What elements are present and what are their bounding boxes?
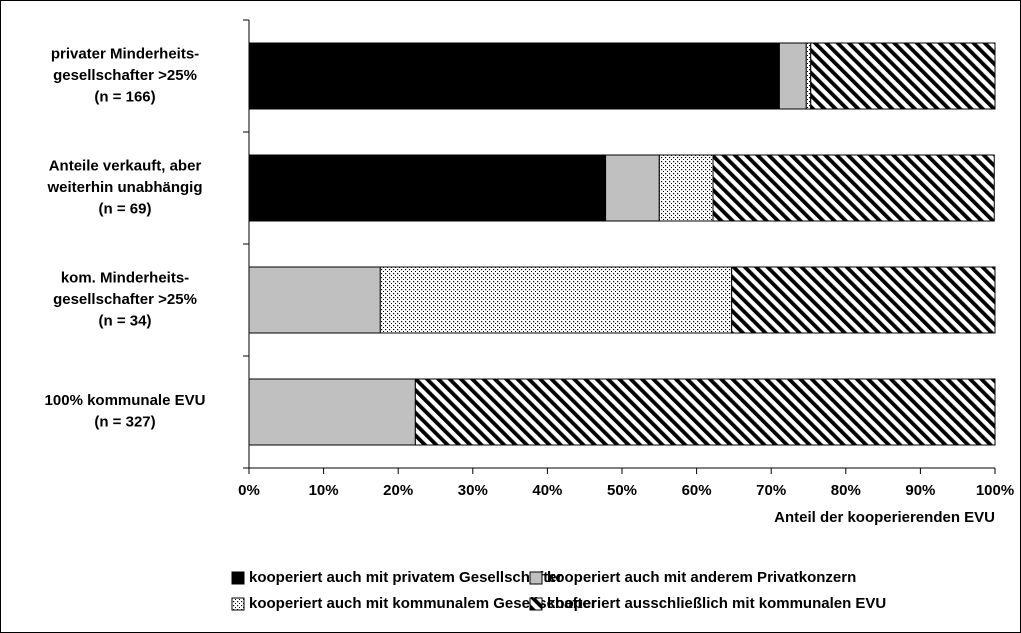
legend-swatch — [231, 571, 245, 585]
category-label: (n = 327) — [94, 414, 155, 431]
category-label: weiterhin unabhängig — [46, 179, 202, 196]
bar-segment — [605, 154, 660, 222]
x-tick-label: 60% — [682, 482, 712, 499]
category-label: privater Minderheits- — [51, 45, 199, 62]
x-tick-label: 20% — [383, 482, 413, 499]
bar-segment — [731, 266, 996, 334]
x-tick-label: 50% — [607, 482, 637, 499]
category-label: 100% kommunale EVU — [45, 392, 206, 409]
bar-segment — [248, 154, 607, 222]
x-tick-label: 70% — [756, 482, 786, 499]
bar-segment — [379, 266, 733, 334]
legend-label: kooperiert auch mit anderem Privatkonzer… — [547, 569, 856, 586]
legend-swatch — [529, 571, 543, 585]
x-tick-label: 30% — [458, 482, 488, 499]
bar-segment — [810, 42, 996, 110]
x-tick-label: 10% — [309, 482, 339, 499]
bar-segment — [658, 154, 714, 222]
category-label: (n = 34) — [99, 312, 152, 329]
x-tick-label: 90% — [905, 482, 935, 499]
bar-segment — [778, 42, 807, 110]
category-label: gesellschafter >25% — [53, 67, 197, 84]
category-label: kom. Minderheits- — [61, 269, 189, 286]
category-label: gesellschafter >25% — [53, 291, 197, 308]
bar-segment — [805, 42, 812, 110]
category-label: (n = 166) — [94, 88, 155, 105]
x-tick-label: 0% — [238, 482, 260, 499]
legend-label: kooperiert auch mit kommunalem Gesellsch… — [249, 595, 597, 612]
legend-label: kooperiert ausschließlich mit kommunalen… — [547, 595, 886, 612]
legend-swatch — [529, 597, 543, 611]
category-label: Anteile verkauft, aber — [49, 157, 202, 174]
x-tick-label: 100% — [976, 482, 1014, 499]
x-axis-title: Anteil der kooperierenden EVU — [774, 509, 995, 526]
x-tick-label: 40% — [532, 482, 562, 499]
category-label: (n = 69) — [99, 200, 152, 217]
bar-segment — [712, 154, 995, 222]
bar-segment — [414, 378, 996, 446]
bar-segment — [248, 378, 416, 446]
x-tick-label: 80% — [831, 482, 861, 499]
legend-label: kooperiert auch mit privatem Gesellschaf… — [249, 569, 563, 586]
bar-segment — [248, 42, 780, 110]
bar-segment — [248, 266, 381, 334]
legend-swatch — [231, 597, 245, 611]
